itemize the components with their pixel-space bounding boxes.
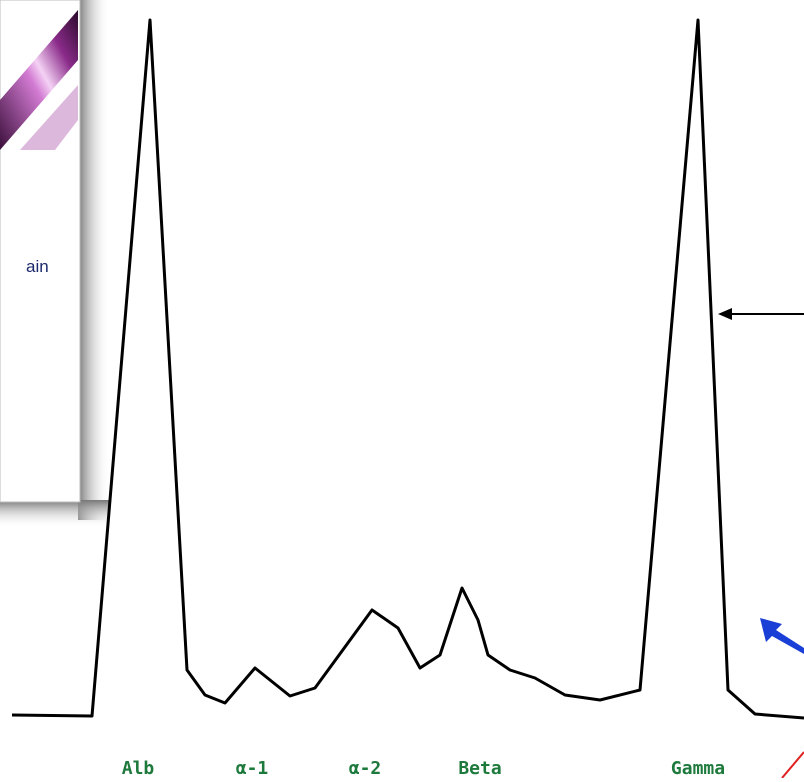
panel-shadow — [78, 0, 110, 520]
fraction-label: Gamma — [671, 758, 725, 778]
panel-text: ain — [26, 257, 49, 276]
curve — [12, 20, 804, 718]
slide-panel: ain — [0, 0, 110, 528]
fraction-label: Alb — [122, 758, 155, 778]
red-line — [782, 752, 804, 778]
blue-arrow — [760, 618, 804, 654]
diagram: ain Alb α-1 α-2 Beta Gamma — [0, 0, 804, 778]
fraction-label: α-1 — [236, 758, 269, 778]
page: ain Alb α-1 α-2 Beta Gamma (() => { cons… — [0, 0, 804, 778]
fraction-label: Beta — [458, 758, 501, 778]
arrow-head — [718, 308, 732, 320]
panel-shadow — [0, 500, 110, 528]
fraction-label: α-2 — [349, 758, 382, 778]
